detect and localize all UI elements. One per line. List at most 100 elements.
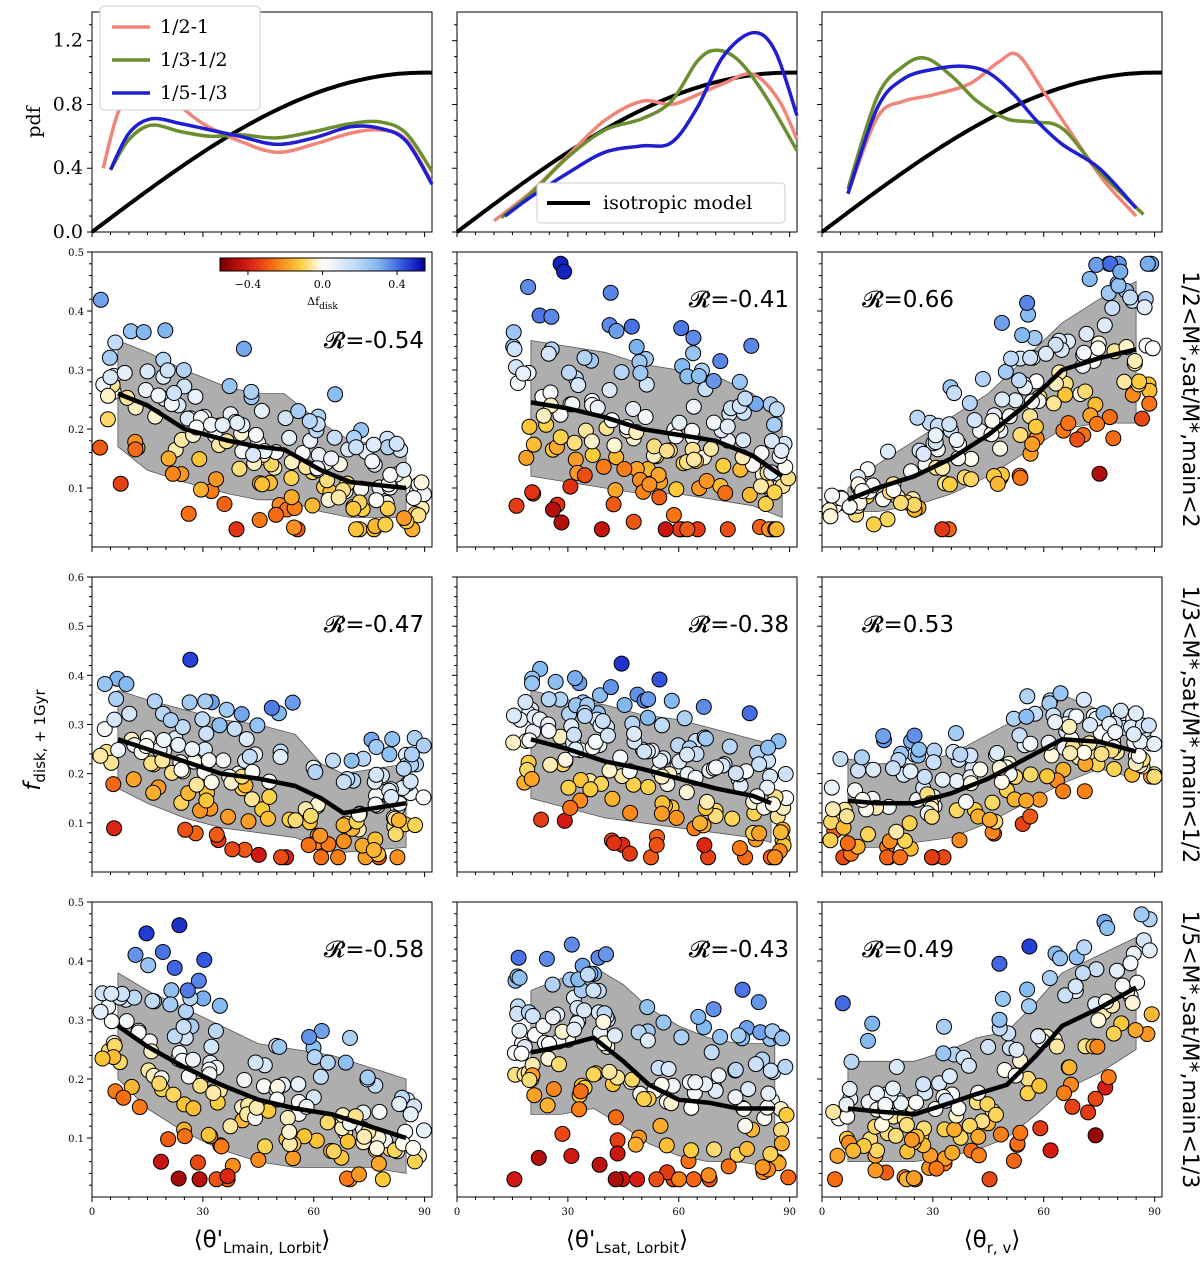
data-point (685, 329, 702, 346)
data-point (579, 966, 596, 983)
data-point (205, 1085, 222, 1101)
data-point (592, 687, 608, 704)
isotropic-legend-label: isotropic model (603, 192, 752, 214)
median-line (116, 1024, 407, 1141)
x-tick-label: 0 (89, 1207, 95, 1218)
x-axis-label-close: ⟩ (679, 1227, 688, 1253)
ytick-label: 0.4 (68, 957, 84, 968)
data-point (860, 1032, 876, 1049)
data-point (934, 771, 951, 788)
data-point (941, 1068, 958, 1085)
correlation-label: 𝓡=-0.54 (324, 328, 424, 354)
data-point (875, 728, 892, 745)
data-point (193, 481, 209, 498)
data-point (1056, 1085, 1073, 1102)
data-point (153, 1153, 169, 1170)
data-point (1141, 942, 1158, 959)
data-point (602, 679, 619, 696)
data-point (708, 759, 724, 776)
data-point (348, 439, 365, 456)
data-point (607, 482, 624, 499)
data-point (766, 484, 783, 501)
data-point (388, 435, 405, 452)
data-point (247, 1054, 264, 1071)
data-point (991, 1011, 1008, 1028)
data-point (613, 655, 630, 672)
pdf-line-1/3-1/2 (108, 119, 434, 173)
data-point (561, 364, 577, 381)
data-point (1076, 744, 1093, 761)
data-point (717, 485, 734, 501)
ytick-label: 0.4 (68, 671, 84, 682)
data-point (1012, 469, 1029, 486)
data-point (560, 779, 577, 796)
data-point (302, 807, 319, 824)
data-point (279, 1110, 296, 1126)
data-point (741, 486, 758, 503)
data-point (1093, 746, 1110, 762)
data-point (751, 825, 768, 842)
data-point (118, 1013, 135, 1030)
data-point (521, 1072, 538, 1088)
colorbar-tick-label: 0.0 (314, 278, 332, 291)
data-point (992, 440, 1009, 457)
data-point (731, 840, 748, 857)
data-point (187, 388, 204, 405)
data-point (1127, 705, 1144, 722)
data-point (379, 500, 396, 517)
data-point (980, 1038, 997, 1055)
data-point (984, 412, 1001, 429)
pdf-legend: 1/2-1 1/3-1/2 1/5-1/3 (99, 5, 261, 111)
x-axis-label-main: ⟨θ' (194, 1227, 223, 1253)
x-axis-label-main: ⟨θ (964, 1227, 987, 1253)
data-point (208, 471, 225, 488)
data-point (908, 1094, 925, 1111)
data-point (864, 1015, 881, 1032)
data-point (622, 804, 639, 821)
data-point (1032, 1120, 1049, 1137)
data-point (671, 414, 688, 431)
x-axis-label-main: ⟨θ' (566, 1227, 595, 1253)
data-point (1096, 317, 1113, 334)
data-point (1089, 415, 1105, 432)
data-point (712, 353, 729, 370)
data-point (1039, 768, 1056, 785)
data-point (1106, 761, 1123, 777)
data-point (970, 1128, 987, 1145)
data-point (110, 742, 127, 758)
data-point (175, 1018, 192, 1035)
data-point (164, 465, 181, 482)
data-point (213, 1138, 230, 1155)
legend-label: 1/2-1 (160, 16, 209, 38)
data-point (553, 514, 570, 531)
data-point (150, 387, 167, 404)
data-point (1122, 289, 1139, 306)
data-point (665, 507, 682, 523)
data-point (777, 766, 794, 782)
median-line (530, 737, 772, 806)
data-point (118, 676, 135, 692)
data-point (1122, 955, 1139, 972)
data-point (616, 461, 633, 477)
data-point (518, 449, 535, 466)
data-point (1024, 436, 1041, 453)
data-point (272, 748, 289, 765)
data-point (179, 982, 196, 999)
pdf-ytick-label: 0.4 (53, 157, 83, 179)
data-point (705, 1001, 722, 1018)
data-point (1146, 736, 1163, 752)
data-point (640, 691, 657, 708)
data-point (135, 324, 152, 341)
data-point (653, 805, 670, 822)
data-point (92, 747, 109, 764)
data-point (415, 789, 432, 806)
panel-frame (456, 901, 798, 1198)
data-point (585, 1066, 602, 1083)
ytick-label: 0.3 (68, 721, 84, 732)
data-point (679, 746, 696, 763)
data-point (165, 1086, 182, 1103)
median-line (847, 985, 1138, 1117)
x-tick-label: 30 (197, 1207, 210, 1218)
data-point (1100, 1069, 1117, 1086)
data-point (1107, 724, 1124, 741)
